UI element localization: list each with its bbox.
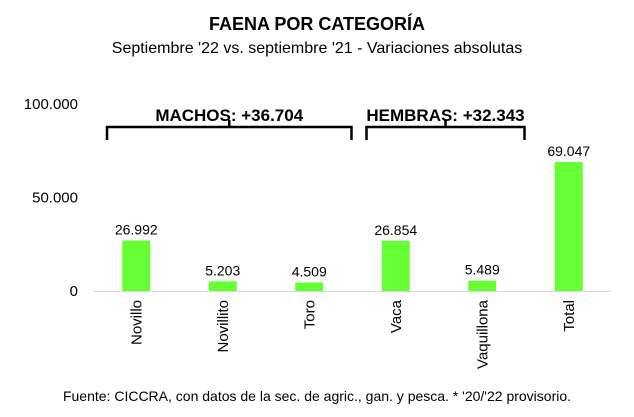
bar — [295, 282, 324, 291]
y-tick-label: 100.000 — [24, 96, 78, 113]
x-axis-labels: Novillo Novillito Toro Vaca Vaquillona Total — [128, 299, 578, 369]
chart-subtitle: Septiembre '22 vs. septiembre '21 - Vari… — [112, 40, 522, 57]
bar — [122, 240, 151, 291]
x-tick-label: Novillito — [215, 300, 232, 353]
y-tick-label: 50.000 — [32, 190, 78, 207]
x-tick-label: Novillo — [128, 300, 145, 345]
bar — [468, 280, 497, 291]
x-tick-label: Toro — [301, 300, 318, 329]
y-tick-label: 0 — [70, 283, 78, 300]
bar — [554, 161, 583, 291]
bar-series: 26.992 5.203 4.509 26.854 5.489 69.047 — [115, 143, 590, 291]
data-label: 69.047 — [547, 143, 590, 159]
data-label: 5.489 — [465, 262, 500, 278]
y-axis: 0 50.000 100.000 — [24, 96, 78, 300]
group-bracket — [105, 120, 353, 140]
data-label: 4.509 — [292, 264, 327, 280]
x-tick-label: Vaca — [388, 299, 405, 333]
data-label: 26.992 — [115, 222, 158, 238]
group-bracket — [365, 120, 526, 140]
group-label: HEMBRAS: +32.343 — [366, 106, 524, 125]
bar — [208, 281, 237, 291]
x-tick-label: Vaquillona — [474, 299, 491, 369]
category-groups: MACHOS: +36.704 HEMBRAS: +32.343 — [105, 106, 526, 140]
bar — [381, 240, 410, 291]
x-tick-label: Total — [561, 300, 578, 332]
source-note: Fuente: CICCRA, con datos de la sec. de … — [63, 388, 571, 404]
data-label: 5.203 — [205, 262, 240, 278]
group-label: MACHOS: +36.704 — [155, 106, 303, 125]
data-label: 26.854 — [374, 222, 417, 238]
chart-title: FAENA POR CATEGORÍA — [209, 13, 425, 34]
